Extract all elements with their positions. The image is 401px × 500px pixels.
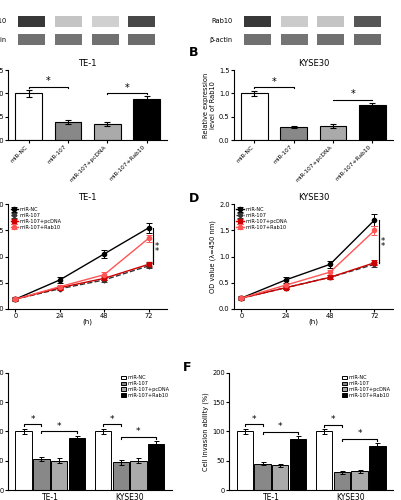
X-axis label: (h): (h)	[83, 318, 93, 325]
Bar	[33, 459, 50, 490]
Text: F: F	[183, 361, 192, 374]
Title: TE-1: TE-1	[78, 194, 97, 202]
Bar	[91, 34, 119, 44]
Bar	[244, 34, 271, 44]
Text: *: *	[46, 76, 51, 86]
Y-axis label: OD value (λ=450 nm): OD value (λ=450 nm)	[210, 220, 216, 293]
Bar	[244, 16, 271, 26]
Bar	[55, 122, 81, 140]
Bar	[359, 105, 386, 140]
Bar	[15, 94, 42, 140]
Bar	[255, 464, 271, 490]
Text: *: *	[350, 89, 355, 99]
Text: *: *	[155, 247, 159, 256]
Text: Rab10: Rab10	[211, 18, 232, 24]
Bar	[128, 16, 155, 26]
Bar	[241, 94, 268, 140]
Bar	[354, 34, 381, 44]
Bar	[369, 446, 385, 490]
Bar	[128, 34, 155, 44]
Text: *: *	[124, 82, 129, 92]
Legend: miR-NC, miR-107, miR-107+pcDNA, miR-107+Rab10: miR-NC, miR-107, miR-107+pcDNA, miR-107+…	[237, 207, 288, 230]
Title: KYSE30: KYSE30	[298, 194, 329, 202]
Text: β-actin: β-actin	[209, 36, 232, 43]
Text: Rab10: Rab10	[0, 18, 6, 24]
Text: *: *	[136, 428, 141, 436]
Bar	[148, 444, 164, 490]
Legend: miR-NC, miR-107, miR-107+pcDNA, miR-107+Rab10: miR-NC, miR-107, miR-107+pcDNA, miR-107+…	[10, 207, 61, 230]
Text: *: *	[109, 414, 114, 424]
Text: *: *	[57, 422, 61, 430]
Text: *: *	[278, 422, 283, 431]
Bar	[334, 472, 350, 490]
Bar	[272, 466, 288, 490]
Bar	[18, 34, 45, 44]
Bar	[351, 472, 368, 490]
Bar	[133, 99, 160, 140]
Bar	[51, 460, 67, 490]
Bar	[95, 432, 111, 490]
Title: KYSE30: KYSE30	[298, 59, 329, 68]
Title: TE-1: TE-1	[78, 59, 97, 68]
Text: *: *	[357, 429, 362, 438]
Bar	[280, 127, 307, 140]
Legend: miR-NC, miR-107, miR-107+pcDNA, miR-107+Rab10: miR-NC, miR-107, miR-107+pcDNA, miR-107+…	[342, 376, 391, 398]
Y-axis label: Relative expression
level of Rab10: Relative expression level of Rab10	[203, 72, 216, 138]
Bar	[113, 462, 129, 490]
Legend: miR-NC, miR-107, miR-107+pcDNA, miR-107+Rab10: miR-NC, miR-107, miR-107+pcDNA, miR-107+…	[122, 376, 169, 398]
Bar	[16, 432, 32, 490]
Bar	[318, 16, 344, 26]
Bar	[94, 124, 121, 140]
Bar	[320, 126, 346, 140]
Text: β-actin: β-actin	[0, 36, 6, 43]
Text: *: *	[381, 242, 385, 251]
Text: *: *	[272, 77, 277, 87]
Text: D: D	[189, 192, 200, 205]
Bar	[130, 460, 146, 490]
Bar	[354, 16, 381, 26]
Text: *: *	[330, 415, 335, 424]
Text: *: *	[381, 237, 385, 246]
Bar	[237, 432, 253, 490]
Bar	[91, 16, 119, 26]
Text: *: *	[155, 242, 159, 250]
Y-axis label: Cell invasion ability (%): Cell invasion ability (%)	[203, 392, 209, 471]
Text: *: *	[251, 414, 256, 424]
Bar	[55, 34, 82, 44]
Text: *: *	[30, 414, 35, 424]
Text: B: B	[189, 46, 199, 59]
Bar	[18, 16, 45, 26]
Bar	[316, 432, 332, 490]
Bar	[69, 438, 85, 490]
Bar	[290, 439, 306, 490]
Bar	[318, 34, 344, 44]
Bar	[55, 16, 82, 26]
X-axis label: (h): (h)	[308, 318, 318, 325]
Bar	[281, 34, 308, 44]
Bar	[281, 16, 308, 26]
